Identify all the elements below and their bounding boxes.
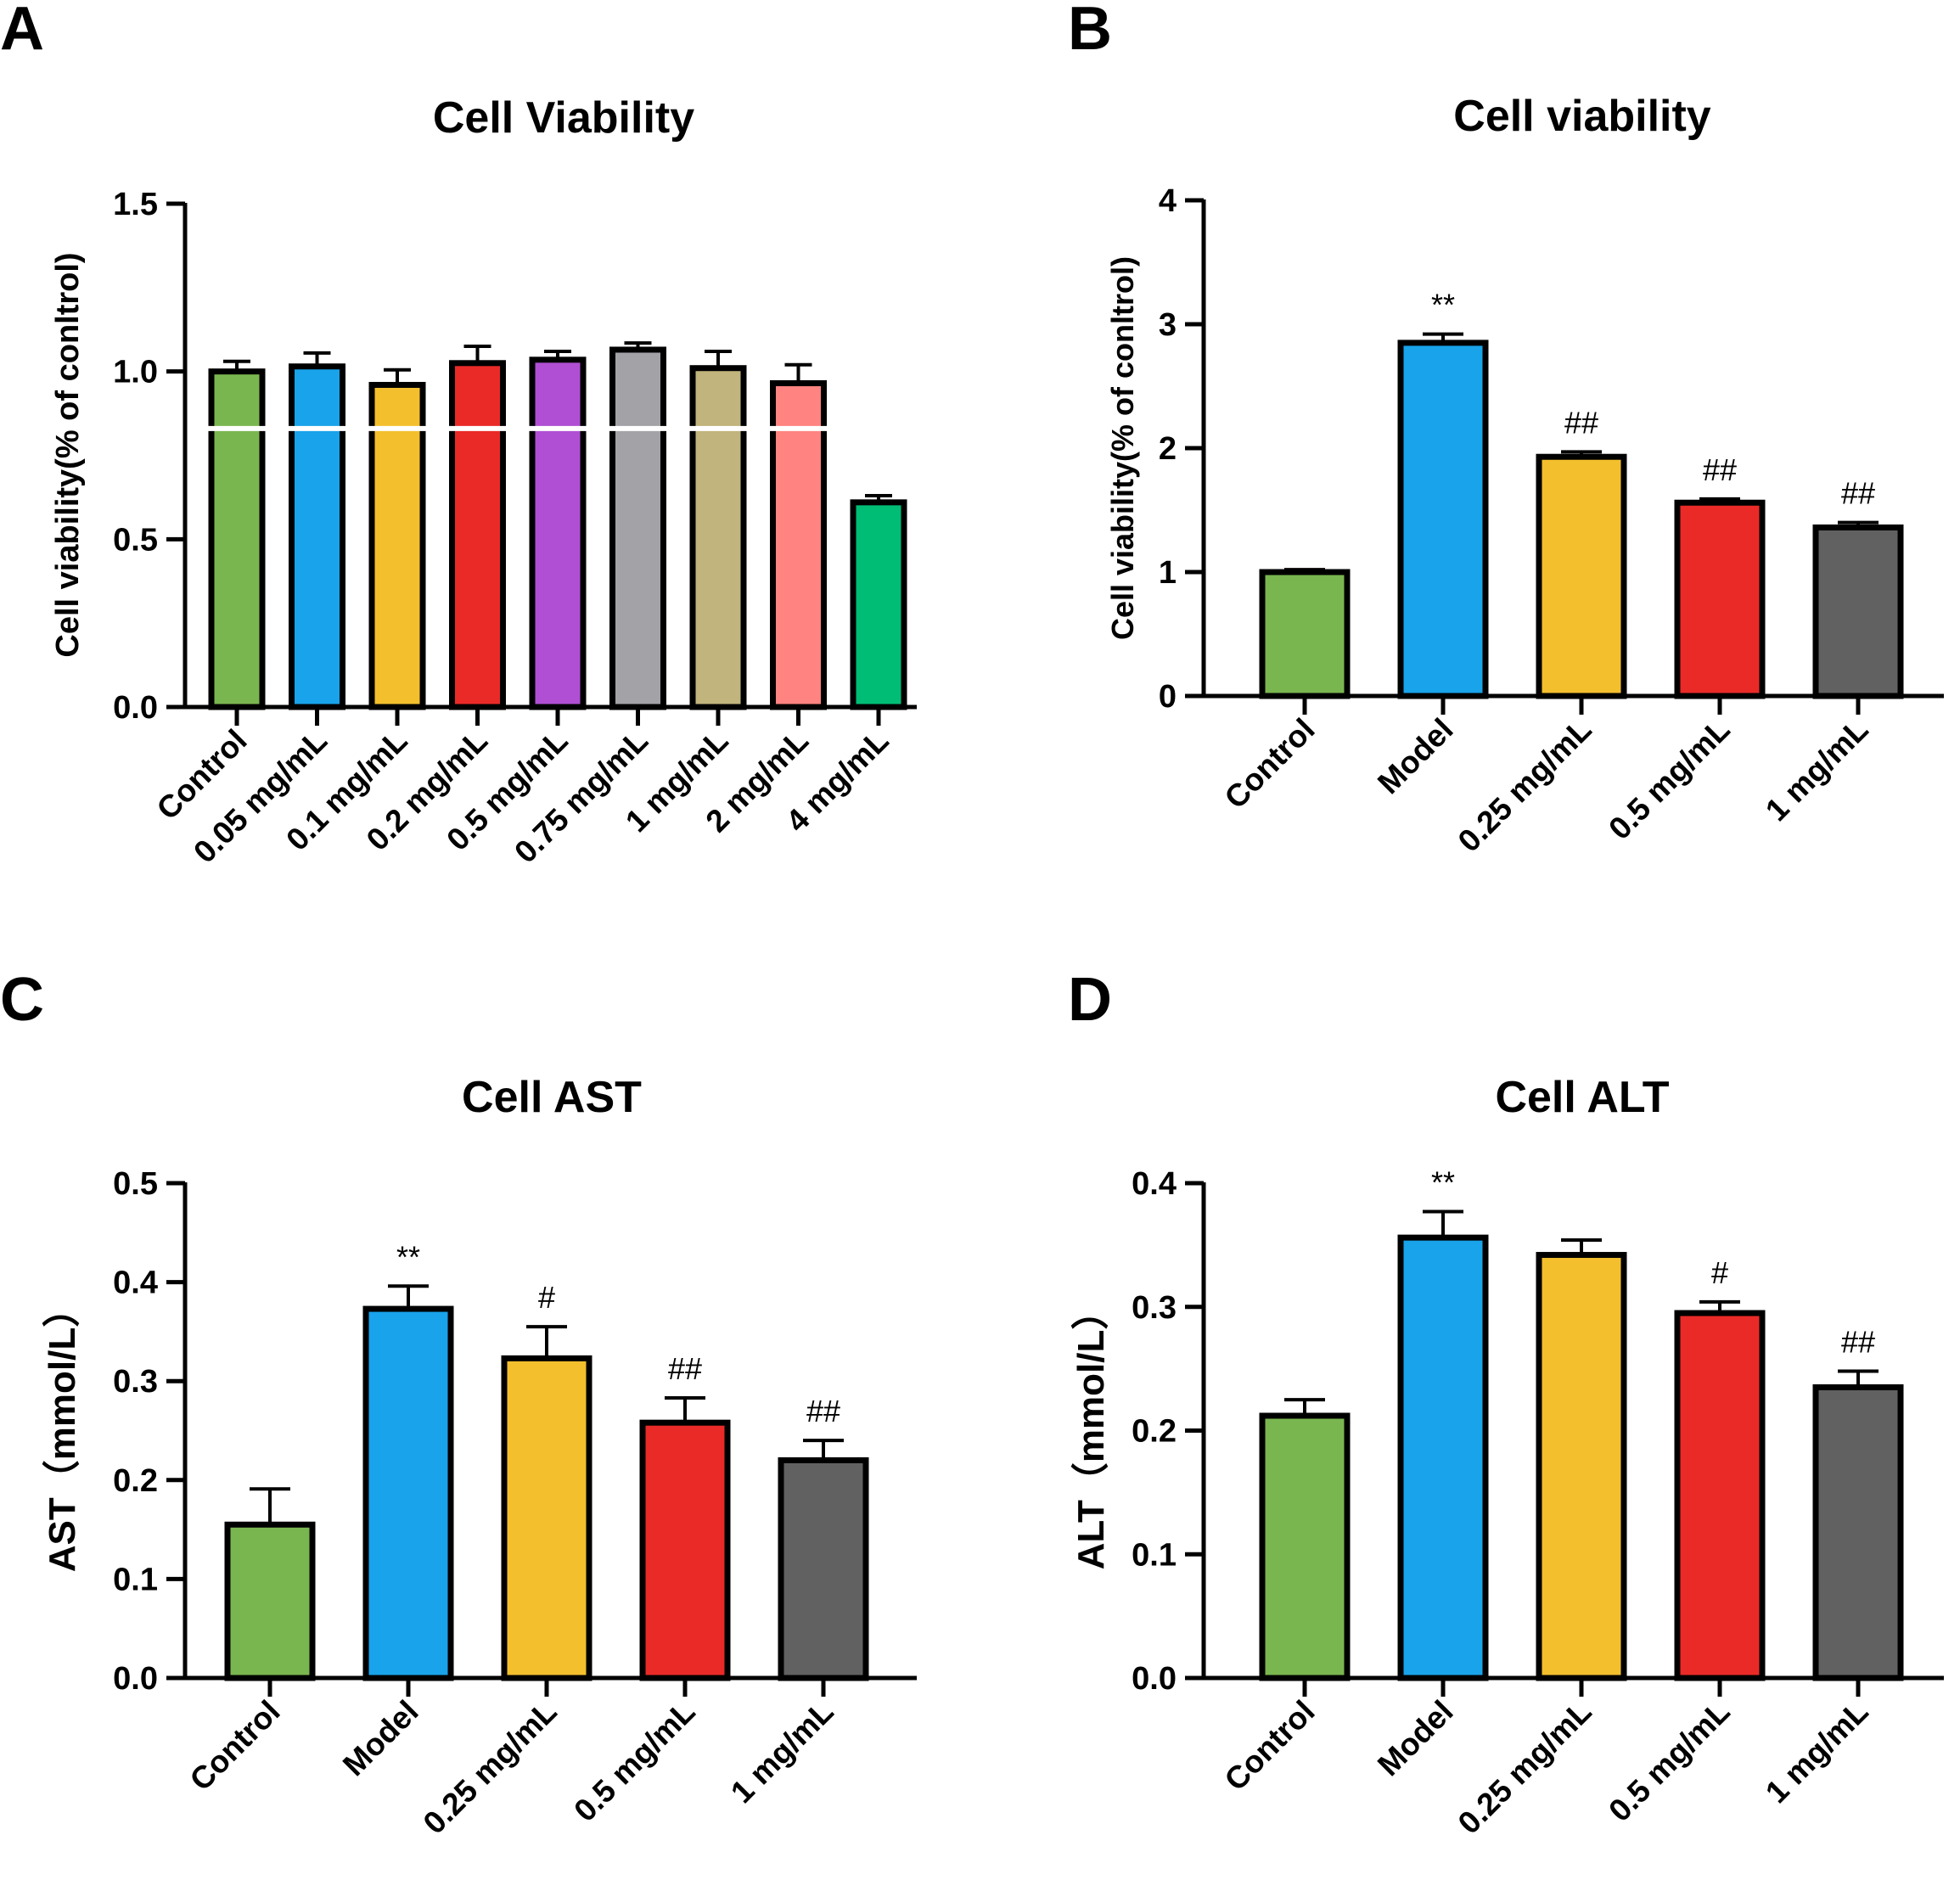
y-tick-label: 3 (1159, 307, 1177, 343)
chart-title: Cell ALT (1495, 1073, 1669, 1122)
x-tick-label: Control (1218, 712, 1322, 816)
bar (224, 1521, 316, 1681)
y-tick-label: 0.5 (113, 522, 158, 558)
y-tick-label: 0.3 (1132, 1290, 1177, 1326)
x-tick-label: 0.5 mg/mL (567, 1694, 701, 1828)
significance-label: ## (1564, 405, 1598, 440)
bar (639, 1419, 731, 1681)
bar (1397, 1234, 1489, 1681)
y-tick-label: 0.0 (113, 1661, 158, 1697)
y-tick-label: 4 (1159, 183, 1177, 219)
x-tick-label: 1 mg/mL (724, 1694, 840, 1810)
bar (770, 380, 827, 710)
chart-panel-d: D Cell ALT ALT（mmol/L） 0.0 0.1 0.2 0.3 0.4 Contr… (1068, 966, 1944, 1841)
y-tick-label: 0.5 (113, 1166, 158, 1202)
chart-title: Cell AST (462, 1073, 642, 1122)
x-tick-label: Model (1371, 1694, 1460, 1783)
significance-label: ## (1703, 452, 1737, 487)
y-tick-label: 0.1 (1132, 1537, 1177, 1573)
significance-label: ** (396, 1239, 420, 1274)
chart-title: Cell viability (1453, 92, 1711, 141)
chart-title: Cell Viability (433, 93, 694, 143)
bar (529, 356, 587, 710)
y-axis-label: AST（mmol/L） (42, 1290, 83, 1572)
y-axis-label: Cell viability(% of conltrol) (50, 252, 86, 657)
bar (289, 363, 345, 710)
chart-panel-a: A Cell Viability Cell viability(% of conlt… (0, 0, 917, 870)
y-tick-label: 2 (1159, 431, 1177, 467)
significance-label: ** (1431, 288, 1455, 323)
bar (1397, 340, 1489, 699)
bar (1674, 1310, 1766, 1681)
y-tick-label: 1.5 (113, 187, 158, 222)
x-tick-label: 1 mg/mL (1759, 712, 1875, 828)
y-axis-label: Cell viability(% of conltrol) (1105, 256, 1140, 640)
bar (1536, 453, 1627, 699)
significance-label: # (1711, 1255, 1728, 1290)
y-tick-label: 0.2 (1132, 1414, 1177, 1450)
x-tick-label: 0.5 mg/mL (1602, 1694, 1736, 1828)
bar (1674, 499, 1766, 699)
y-tick-label: 1.0 (113, 355, 158, 390)
x-tick-label: Control (1218, 1694, 1322, 1798)
significance-label: ** (1431, 1165, 1455, 1200)
bar (1259, 569, 1351, 699)
bar (689, 365, 747, 710)
y-tick-label: 0.0 (1132, 1661, 1177, 1697)
significance-label: ## (1841, 476, 1875, 511)
significance-label: ## (1841, 1325, 1875, 1360)
y-axis-label: ALT（mmol/L） (1070, 1293, 1112, 1570)
bar (609, 346, 666, 710)
y-tick-label: 0.4 (1132, 1166, 1177, 1202)
bar (1536, 1252, 1627, 1681)
bar (778, 1456, 869, 1681)
y-tick-label: 0.3 (113, 1364, 158, 1400)
x-tick-label: 0.25 mg/mL (1452, 1694, 1598, 1841)
x-tick-label: 0.25 mg/mL (1452, 712, 1598, 859)
y-tick-label: 1 (1159, 555, 1177, 591)
bar (208, 368, 266, 710)
bar (449, 360, 506, 710)
y-tick-label: 0.1 (113, 1562, 158, 1597)
significance-label: ## (806, 1394, 840, 1428)
x-tick-label: Control (183, 1694, 287, 1798)
x-tick-label: Model (336, 1694, 425, 1783)
bar (850, 499, 907, 710)
x-tick-label: 1 mg/mL (1759, 1694, 1875, 1810)
x-tick-label: 0.5 mg/mL (1602, 712, 1736, 846)
bar (501, 1355, 592, 1681)
panel-label: B (1068, 0, 1112, 63)
bar (1812, 524, 1904, 699)
bar (368, 381, 426, 710)
y-tick-label: 0 (1159, 679, 1177, 715)
y-tick-label: 0.4 (113, 1265, 158, 1301)
x-tick-label: 0.25 mg/mL (417, 1694, 564, 1841)
y-tick-label: 0.2 (113, 1463, 158, 1499)
chart-panel-c: C Cell AST AST（mmol/L） 0.0 0.1 0.2 0.3 0.4 0.5 Co… (0, 966, 917, 1841)
significance-label: # (538, 1280, 555, 1315)
bar (1259, 1412, 1351, 1681)
panel-label: A (0, 0, 44, 63)
bar (1812, 1383, 1904, 1681)
panel-label: C (0, 966, 44, 1034)
bar (362, 1305, 454, 1681)
y-tick-label: 0.0 (113, 690, 158, 726)
x-tick-label: Model (1371, 712, 1460, 801)
significance-label: ## (668, 1351, 702, 1386)
panel-label: D (1068, 966, 1112, 1034)
chart-panel-b: B Cell viability Cell viability(% of conlt… (1068, 0, 1944, 859)
